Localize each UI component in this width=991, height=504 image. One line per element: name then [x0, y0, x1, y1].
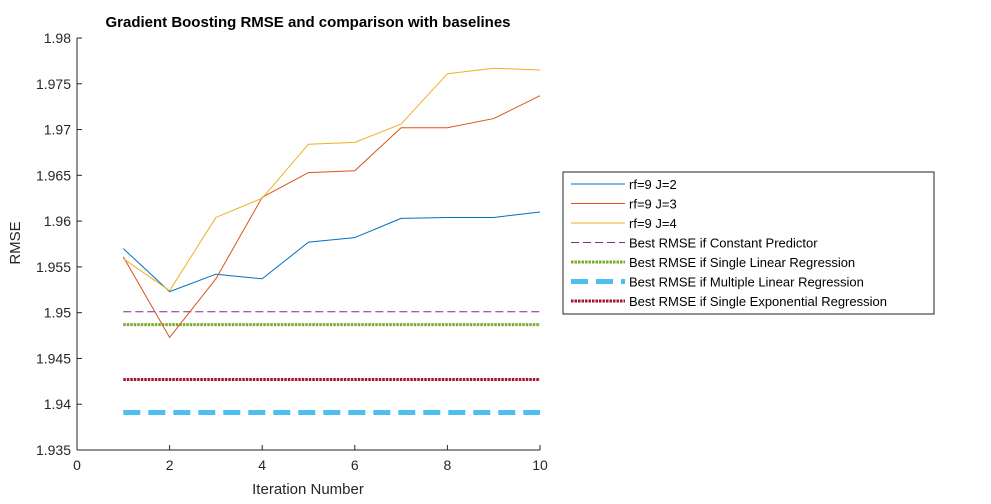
legend-label: rf=9 J=3 [629, 197, 677, 212]
x-tick-label: 4 [258, 457, 266, 473]
y-tick-label: 1.95 [44, 305, 71, 321]
legend: rf=9 J=2 rf=9 J=3 rf=9 J=4 Best RMSE if Con… [562, 171, 935, 315]
legend-label: rf=9 J=4 [629, 216, 677, 231]
x-tick-label: 8 [444, 457, 452, 473]
y-tick-label: 1.94 [44, 396, 71, 412]
chart-title: Gradient Boosting RMSE and comparison wi… [105, 14, 510, 31]
legend-label: Best RMSE if Single Exponential Regressi… [629, 294, 887, 309]
y-tick-label: 1.975 [36, 76, 71, 92]
legend-label: Best RMSE if Constant Predictor [629, 236, 818, 251]
x-tick-label: 2 [166, 457, 174, 473]
y-tick-label: 1.945 [36, 350, 71, 366]
x-tick-label: 0 [73, 457, 81, 473]
y-tick-label: 1.97 [44, 122, 71, 138]
y-tick-label: 1.98 [44, 30, 71, 46]
y-tick-label: 1.96 [44, 213, 71, 229]
series-line-2 [122, 95, 541, 338]
x-axis-label: Iteration Number [252, 481, 364, 498]
x-tick-label: 10 [532, 457, 548, 473]
series-line-3 [123, 67, 541, 292]
y-tick-label: 1.965 [36, 167, 71, 183]
y-axis-label: RMSE [7, 221, 24, 264]
legend-label: rf=9 J=2 [629, 177, 677, 192]
x-tick-label: 6 [351, 457, 359, 473]
plot-series [122, 67, 541, 415]
legend-label: Best RMSE if Single Linear Regression [629, 255, 855, 270]
y-tick-label: 1.935 [36, 442, 71, 458]
series-line-1 [122, 211, 541, 293]
legend-label: Best RMSE if Multiple Linear Regression [629, 275, 864, 290]
axes: 0 2 4 6 8 10 1.935 1.94 1.945 1.95 1.955 1.96 1.965 1… [36, 30, 548, 473]
y-tick-label: 1.955 [36, 259, 71, 275]
